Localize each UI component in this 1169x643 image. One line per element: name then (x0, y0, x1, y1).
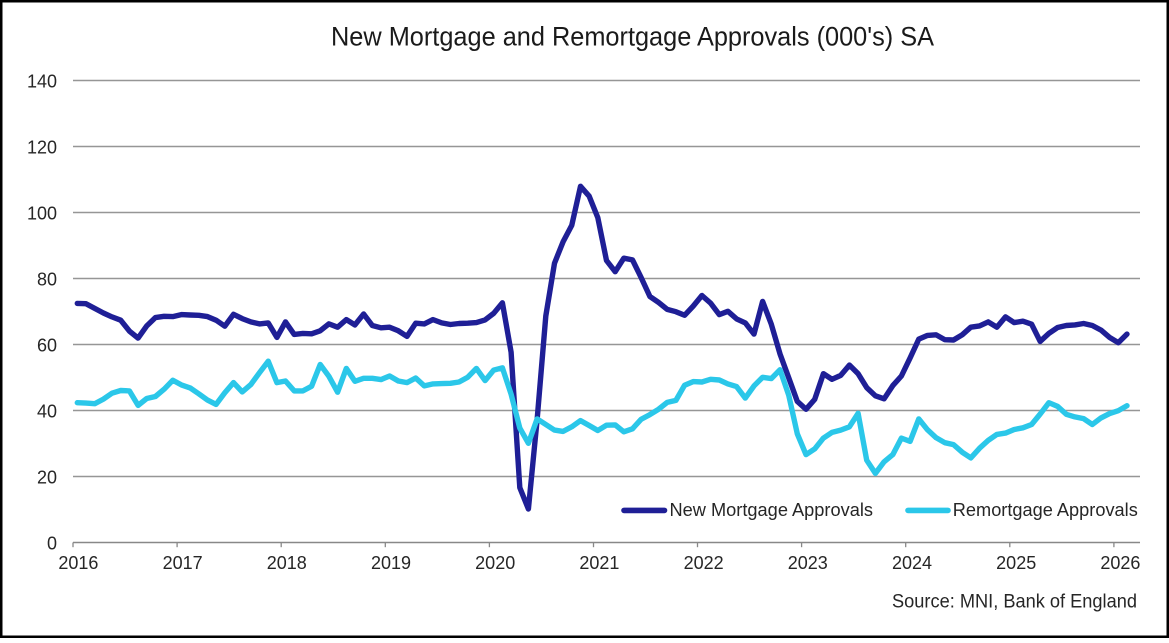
svg-text:40: 40 (37, 401, 57, 421)
svg-text:20: 20 (37, 467, 57, 487)
svg-text:80: 80 (37, 269, 57, 289)
svg-text:New Mortgage and Remortgage Ap: New Mortgage and Remortgage Approvals (0… (331, 22, 934, 52)
svg-text:Remortgage Approvals: Remortgage Approvals (953, 500, 1138, 520)
svg-text:2022: 2022 (684, 553, 724, 573)
svg-text:60: 60 (37, 335, 57, 355)
svg-text:2026: 2026 (1100, 553, 1140, 573)
svg-text:2023: 2023 (788, 553, 828, 573)
svg-text:0: 0 (47, 533, 57, 553)
svg-text:2018: 2018 (267, 553, 307, 573)
svg-text:100: 100 (27, 203, 57, 223)
svg-text:2016: 2016 (58, 553, 98, 573)
svg-text:2021: 2021 (579, 553, 619, 573)
svg-text:New Mortgage Approvals: New Mortgage Approvals (670, 500, 874, 520)
svg-text:120: 120 (27, 137, 57, 157)
svg-text:2020: 2020 (475, 553, 515, 573)
svg-text:140: 140 (27, 71, 57, 91)
svg-text:2019: 2019 (371, 553, 411, 573)
svg-text:2017: 2017 (163, 553, 203, 573)
svg-text:Source: MNI, Bank of England: Source: MNI, Bank of England (892, 591, 1137, 612)
svg-text:2025: 2025 (996, 553, 1036, 573)
svg-text:2024: 2024 (892, 553, 932, 573)
